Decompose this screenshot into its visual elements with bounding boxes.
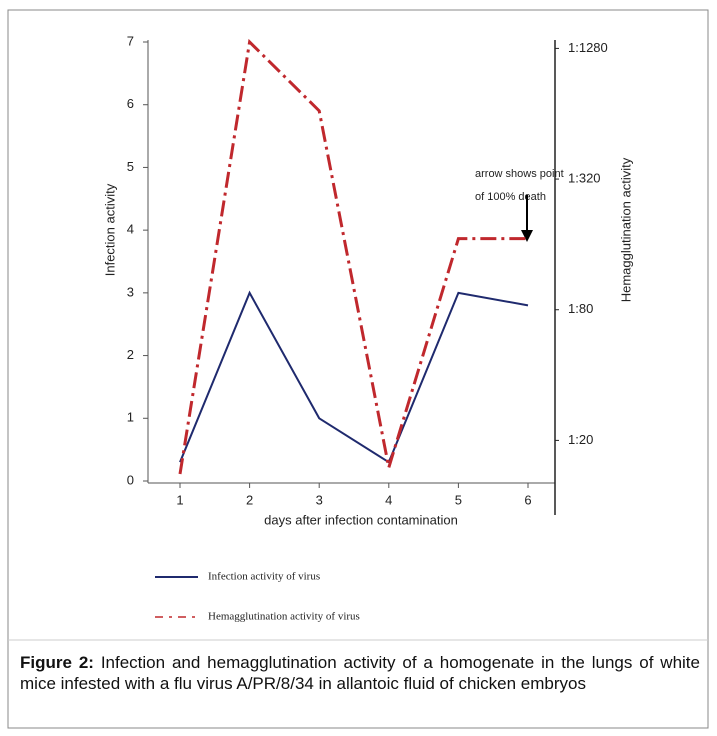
y2-tick-label: 1:80 <box>568 301 593 316</box>
x-tick-label: 2 <box>246 492 253 507</box>
annotation: arrow shows point <box>475 168 564 180</box>
y-tick-label: 3 <box>127 284 134 299</box>
x-tick-label: 1 <box>176 492 183 507</box>
y-tick-label: 4 <box>127 222 134 237</box>
y-tick-label: 1 <box>127 410 134 425</box>
legend-label: Hemagglutination activity of virus <box>208 611 360 623</box>
caption-label: Figure 2: <box>20 653 94 672</box>
y-tick-label: 0 <box>127 472 134 487</box>
series-line <box>178 38 528 475</box>
x-tick-label: 6 <box>524 492 531 507</box>
caption: Figure 2: Infection and hemagglutination… <box>20 652 700 694</box>
x-tick-label: 3 <box>316 492 323 507</box>
y2-tick-label: 1:20 <box>568 432 593 447</box>
series-line <box>179 290 529 464</box>
y2-tick-label: 1:1280 <box>568 40 608 55</box>
x-tick-label: 5 <box>455 492 462 507</box>
y2-tick-label: 1:320 <box>568 171 601 186</box>
x-axis-label: days after infection contamination <box>264 512 458 527</box>
y-tick-label: 2 <box>127 347 134 362</box>
caption-text: Infection and hemagglutination activity … <box>20 653 700 693</box>
frame <box>7 9 709 729</box>
annotation: of 100% death <box>475 191 546 203</box>
y-tick-label: 6 <box>127 96 134 111</box>
annotation-arrowhead <box>521 230 533 242</box>
y2-axis-label: Hemagglutination activity <box>618 157 633 302</box>
legend-label: Infection activity of virus <box>208 571 320 583</box>
y-axis-label: Infection activity <box>102 183 117 276</box>
y-tick-label: 7 <box>127 33 134 48</box>
x-tick-label: 4 <box>385 492 392 507</box>
y-tick-label: 5 <box>127 159 134 174</box>
